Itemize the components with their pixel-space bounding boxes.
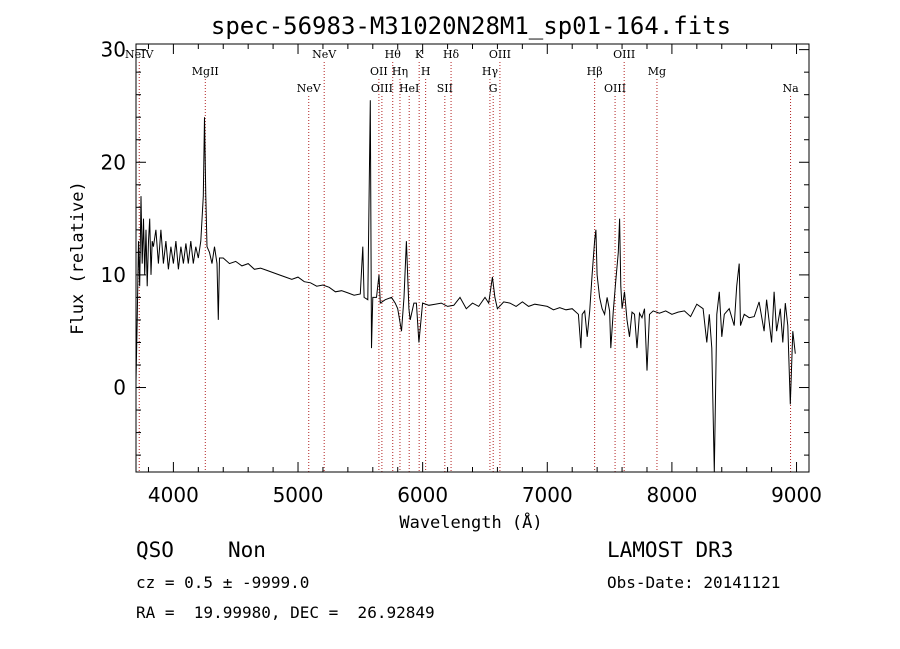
- emission-line-markers: NeIV MgII NeV NeV OII OIII Hθ Hη HeI KH SII Hδ Hγ G OI…: [125, 48, 799, 472]
- line-marker-label: OIII: [613, 48, 635, 61]
- y-tick-label: 0: [113, 376, 126, 400]
- line-marker-label: SII: [437, 82, 453, 95]
- spectrum-series: [135, 100, 796, 473]
- redshift-text: cz = 0.5 ± -9999.0: [136, 573, 310, 592]
- line-marker-label: Hθ: [385, 48, 402, 61]
- line-marker-label: Hβ: [587, 65, 603, 78]
- y-tick-label: 10: [101, 263, 126, 287]
- x-tick-label: 7000: [522, 483, 573, 507]
- y-tick-label: 30: [101, 38, 126, 62]
- object-class: QSO: [136, 538, 174, 562]
- line-marker-label: Hγ: [482, 65, 499, 78]
- line-marker-label: Na: [782, 82, 799, 95]
- line-marker-label: NeIV: [125, 48, 154, 61]
- obs-date-text: Obs-Date: 20141121: [607, 573, 781, 592]
- line-marker-label: HeI: [399, 82, 419, 95]
- line-marker-label: Mg: [648, 65, 666, 78]
- line-marker-label: OIII: [371, 82, 393, 95]
- line-marker-label: Hη: [392, 65, 408, 78]
- line-marker-label: NeV: [312, 48, 337, 61]
- x-tick-label: 4000: [148, 483, 199, 507]
- line-marker-label: Hδ: [443, 48, 460, 61]
- x-tick-label: 8000: [646, 483, 697, 507]
- coordinates-text: RA = 19.99980, DEC = 26.92849: [136, 603, 435, 622]
- spectrum-line: [135, 100, 796, 473]
- x-tick-label: 5000: [273, 483, 324, 507]
- x-tick-label: 9000: [771, 483, 822, 507]
- x-axis-label: Wavelength (Å): [399, 511, 542, 533]
- y-axis: 0 10 20 30: [101, 38, 809, 456]
- line-marker-label: H: [421, 65, 431, 78]
- x-axis: 4000 5000 6000 7000 8000 9000: [148, 44, 822, 507]
- line-marker-label: OIII: [489, 48, 511, 61]
- line-marker-label: MgII: [192, 65, 219, 78]
- line-marker-label: G: [489, 82, 498, 95]
- line-marker-label: OIII: [604, 82, 626, 95]
- line-marker-label: OII: [370, 65, 388, 78]
- line-marker-label: K: [415, 48, 424, 61]
- chart-title: spec-56983-M31020N28M1_sp01-164.fits: [211, 12, 731, 40]
- x-tick-label: 6000: [397, 483, 448, 507]
- survey-label: LAMOST DR3: [607, 538, 734, 562]
- y-axis-label: Flux (relative): [68, 181, 88, 335]
- line-marker-label: NeV: [297, 82, 322, 95]
- y-tick-label: 20: [101, 150, 126, 174]
- plot-frame: [135, 43, 810, 473]
- object-subclass: Non: [228, 538, 266, 562]
